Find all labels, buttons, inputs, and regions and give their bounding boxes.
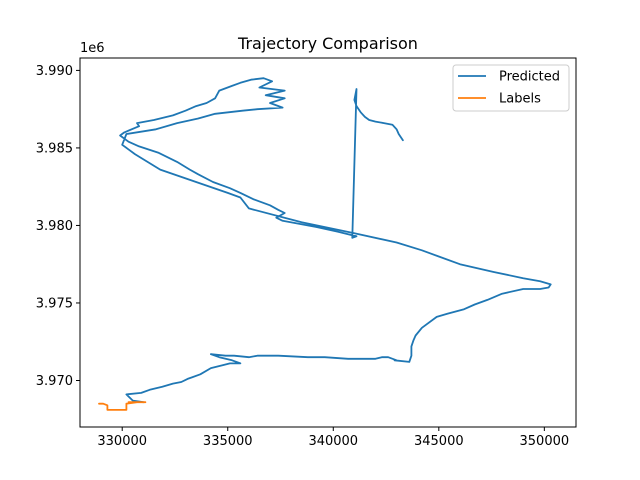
- plot-area: [98, 77, 552, 411]
- legend-label-predicted: Predicted: [499, 70, 560, 85]
- series-line-labels: [98, 401, 147, 411]
- y-tick-label: 3.975: [36, 296, 73, 311]
- x-tick-label: 330000: [97, 434, 147, 449]
- y-tick-label: 3.990: [36, 64, 73, 79]
- x-tick-label: 340000: [308, 434, 358, 449]
- legend-label-labels: Labels: [499, 92, 541, 107]
- chart-title: Trajectory Comparison: [237, 34, 418, 53]
- y-axis-offset-text: 1e6: [80, 41, 105, 56]
- x-tick-label: 335000: [203, 434, 253, 449]
- x-tick-label: 345000: [414, 434, 464, 449]
- axes-frame: [79, 57, 577, 428]
- x-tick-label: 350000: [520, 434, 570, 449]
- y-tick-label: 3.985: [36, 141, 73, 156]
- y-tick-label: 3.970: [36, 374, 73, 389]
- axes: 330000 335000 340000 345000 350000 3.970 3.975…: [36, 57, 577, 449]
- series-line-predicted: [119, 77, 552, 404]
- legend: Predicted Labels: [452, 64, 570, 112]
- series-lines: [98, 77, 552, 411]
- y-tick-label: 3.980: [36, 219, 73, 234]
